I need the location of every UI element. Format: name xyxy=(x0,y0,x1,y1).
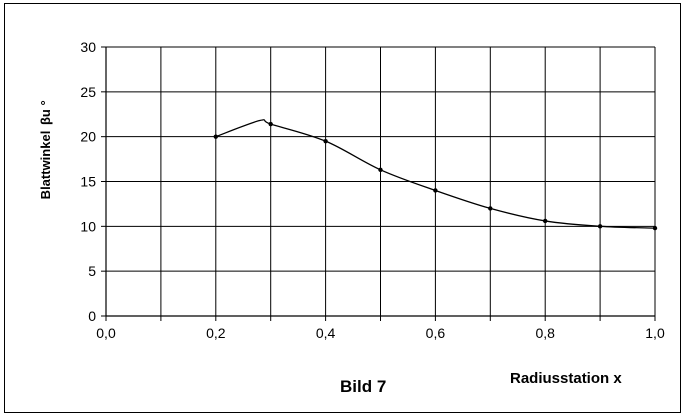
y-tick-label: 20 xyxy=(80,129,96,145)
x-tick-label: 0,4 xyxy=(316,325,336,341)
y-axis-symbol-text: βu ° xyxy=(38,100,53,125)
data-point xyxy=(597,224,603,229)
y-tick-label: 5 xyxy=(88,263,96,279)
data-point xyxy=(213,134,218,139)
x-tick-labels: 0,0 0,2 0,4 0,6 0,8 1,0 xyxy=(96,325,665,341)
x-tick-label: 1,0 xyxy=(645,325,665,341)
data-point xyxy=(488,206,493,211)
data-points xyxy=(213,121,658,231)
y-axis-symbol: βu ° xyxy=(38,100,53,125)
y-tick-label: 10 xyxy=(80,218,96,234)
x-tick-label: 0,0 xyxy=(96,325,116,341)
y-tick-label: 15 xyxy=(80,174,96,190)
data-point xyxy=(323,138,328,144)
x-tick-label: 0,2 xyxy=(206,325,226,341)
grid xyxy=(106,46,656,316)
data-point xyxy=(433,188,438,193)
chart-frame xyxy=(4,3,681,413)
data-point xyxy=(543,218,548,224)
axes xyxy=(101,46,656,321)
y-tick-label: 30 xyxy=(80,39,96,55)
y-tick-label: 25 xyxy=(80,84,96,100)
x-tick-label: 0,8 xyxy=(535,325,555,341)
chart-caption: Bild 7 xyxy=(340,377,386,396)
series-line xyxy=(215,119,656,229)
y-axis-title: Blattwinkel xyxy=(38,131,53,200)
data-point xyxy=(652,225,658,231)
data-point xyxy=(378,167,383,173)
x-tick-label: 0,6 xyxy=(426,325,446,341)
y-tick-label: 0 xyxy=(88,308,96,324)
x-axis-label: Radiusstation x xyxy=(510,370,622,387)
data-point xyxy=(268,121,273,127)
y-axis-label: Blattwinkel xyxy=(38,131,53,200)
y-tick-labels: 0 5 10 15 20 25 30 xyxy=(80,39,96,324)
